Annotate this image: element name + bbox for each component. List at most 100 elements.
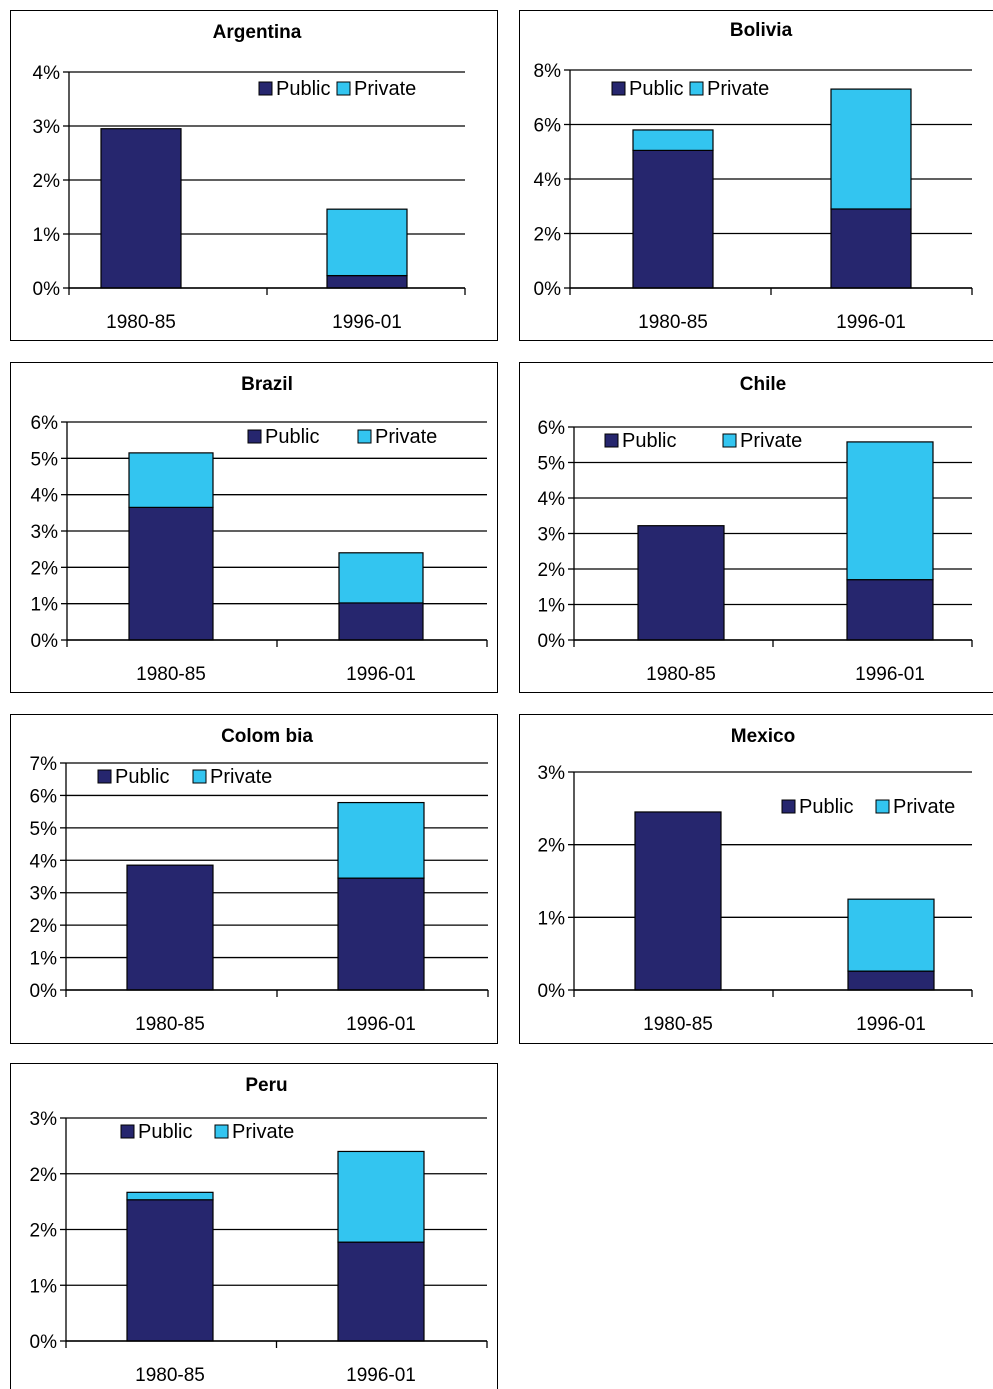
bar-private — [128, 452, 214, 508]
chart-title: Brazil — [241, 374, 293, 395]
y-tick-label: 3% — [31, 522, 59, 543]
y-tick-label: 3% — [538, 763, 566, 784]
legend-label-private: Private — [232, 1121, 294, 1143]
x-tick-label: 1996-01 — [346, 1014, 416, 1035]
legend: Public Private — [258, 78, 416, 100]
chart-svg: Peru 0% 1% 2% 2% 3% 1980-85 1996-01 Public Privat… — [30, 1075, 488, 1386]
y-tick-label: 6% — [31, 413, 59, 434]
legend-swatch-public — [120, 1124, 135, 1139]
y-tick-label: 4% — [30, 851, 58, 872]
y-tick-label: 7% — [30, 754, 58, 775]
chart-svg: Colom bia 0% 1% 2% 3% 4% 5% 6% 7% 1980-85 1996-01 P… — [30, 726, 489, 1035]
bar-public — [100, 128, 182, 289]
y-tick-label: 2% — [30, 1165, 58, 1186]
bar-private — [326, 208, 408, 277]
chart-panel-mexico: Mexico 0% 1% 2% 3% 1980-85 1996-01 Public Privat… — [519, 714, 993, 1044]
bar-private — [846, 441, 934, 581]
chart-title: Peru — [245, 1075, 287, 1096]
bar-public — [337, 1241, 425, 1342]
y-tick-label: 5% — [30, 819, 58, 840]
x-tick-label: 1980-85 — [135, 1014, 205, 1035]
y-tick-label: 1% — [538, 596, 566, 617]
legend-swatch-private — [336, 81, 351, 96]
y-tick-label: 4% — [31, 486, 59, 507]
y-tick-label: 3% — [33, 117, 61, 138]
y-tick-label: 3% — [30, 1109, 58, 1130]
bar-private — [847, 898, 935, 972]
x-tick-label: 1980-85 — [136, 664, 206, 685]
chart-panel-brazil: Brazil 0% 1% 2% 3% 4% 5% 6% 1980-85 1996-01 Public… — [10, 362, 498, 693]
legend: Public Private — [611, 78, 769, 100]
legend-label-private: Private — [354, 78, 416, 100]
chart-title: Colom bia — [221, 726, 313, 747]
chart-panel-chile: Chile 0% 1% 2% 3% 4% 5% 6% 1980-85 1996-01 Public P… — [519, 362, 993, 693]
legend-swatch-public — [611, 81, 626, 96]
chart-svg: Brazil 0% 1% 2% 3% 4% 5% 6% 1980-85 1996-01 Public… — [31, 374, 488, 685]
legend-swatch-private — [689, 81, 704, 96]
y-tick-label: 4% — [534, 170, 562, 191]
y-tick-label: 3% — [30, 884, 58, 905]
bar-public — [847, 970, 935, 991]
legend-label-public: Public — [115, 766, 169, 788]
bar-public — [337, 877, 425, 991]
legend-swatch-public — [247, 429, 262, 444]
chart-svg: Bolivia 0% 2% 4% 6% 8% 1980-85 1996-01 Public Pri… — [534, 20, 973, 333]
x-tick-label: 1996-01 — [836, 312, 906, 333]
bar-public — [126, 1199, 214, 1342]
bar-private — [632, 129, 714, 151]
y-tick-label: 6% — [538, 418, 566, 439]
y-tick-label: 6% — [30, 786, 58, 807]
legend: Public Private — [120, 1121, 294, 1143]
legend: Public Private — [247, 426, 437, 448]
y-tick-label: 1% — [33, 225, 61, 246]
legend-label-public: Public — [265, 426, 319, 448]
chart-title: Chile — [740, 374, 786, 395]
legend-label-public: Public — [799, 796, 853, 818]
chart-panel-bolivia: Bolivia 0% 2% 4% 6% 8% 1980-85 1996-01 Public Pri… — [519, 10, 993, 341]
y-tick-label: 1% — [30, 949, 58, 970]
x-tick-label: 1996-01 — [856, 1014, 926, 1035]
legend-swatch-public — [258, 81, 273, 96]
y-tick-label: 0% — [538, 631, 566, 652]
legend-swatch-private — [192, 769, 207, 784]
legend-label-private: Private — [740, 430, 802, 452]
chart-title: Bolivia — [730, 20, 793, 41]
legend-label-private: Private — [893, 796, 955, 818]
bar-private — [126, 1191, 214, 1201]
bar-public — [632, 149, 714, 289]
chart-title: Mexico — [731, 726, 795, 747]
y-tick-label: 1% — [30, 1276, 58, 1297]
y-tick-label: 2% — [31, 558, 59, 579]
legend-label-private: Private — [375, 426, 437, 448]
y-tick-label: 2% — [33, 171, 61, 192]
x-tick-label: 1980-85 — [643, 1014, 713, 1035]
y-tick-label: 1% — [31, 595, 59, 616]
legend: Public Private — [781, 796, 955, 818]
x-tick-label: 1996-01 — [346, 664, 416, 685]
y-tick-label: 2% — [534, 225, 562, 246]
chart-panel-colombia: Colom bia 0% 1% 2% 3% 4% 5% 6% 7% 1980-85 1996-01 P… — [10, 714, 498, 1044]
x-tick-label: 1996-01 — [332, 312, 402, 333]
legend-label-public: Public — [276, 78, 330, 100]
bar-public — [338, 602, 424, 641]
y-tick-label: 0% — [538, 981, 566, 1002]
legend-swatch-private — [357, 429, 372, 444]
x-tick-label: 1980-85 — [106, 312, 176, 333]
y-tick-label: 2% — [30, 916, 58, 937]
legend-label-private: Private — [210, 766, 272, 788]
bar-public — [846, 579, 934, 641]
chart-panel-argentina: Argentina 0% 1% 2% 3% 4% 1980-85 1996-01 Public P… — [10, 10, 498, 341]
y-tick-label: 4% — [33, 63, 61, 84]
legend-swatch-public — [604, 433, 619, 448]
bar-public — [637, 525, 725, 641]
legend-swatch-private — [214, 1124, 229, 1139]
legend-swatch-public — [781, 799, 796, 814]
y-tick-label: 8% — [534, 61, 562, 82]
legend-label-public: Public — [138, 1121, 192, 1143]
y-tick-label: 1% — [538, 908, 566, 929]
legend: Public Private — [97, 766, 272, 788]
legend-label-public: Public — [629, 78, 683, 100]
bar-public — [634, 811, 722, 991]
